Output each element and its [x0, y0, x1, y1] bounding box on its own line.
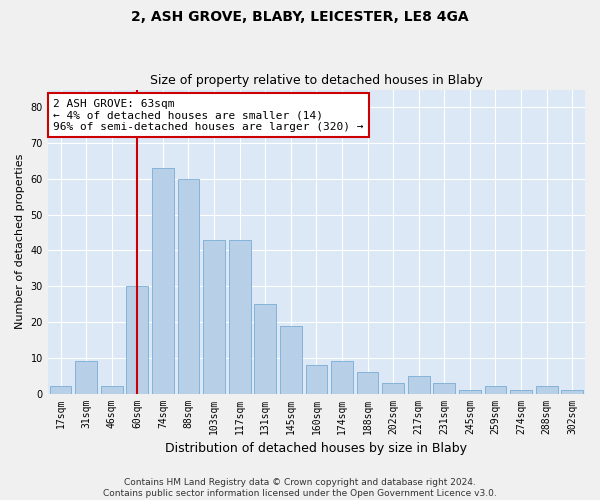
Bar	[203, 240, 225, 394]
Bar	[356, 372, 379, 394]
Bar	[536, 386, 557, 394]
Bar	[510, 390, 532, 394]
Bar	[254, 304, 276, 394]
Bar	[178, 179, 199, 394]
Bar	[152, 168, 174, 394]
Bar	[331, 362, 353, 394]
Bar	[459, 390, 481, 394]
Bar	[229, 240, 251, 394]
Text: 2, ASH GROVE, BLABY, LEICESTER, LE8 4GA: 2, ASH GROVE, BLABY, LEICESTER, LE8 4GA	[131, 10, 469, 24]
Bar	[75, 362, 97, 394]
Text: Contains HM Land Registry data © Crown copyright and database right 2024.
Contai: Contains HM Land Registry data © Crown c…	[103, 478, 497, 498]
Bar	[101, 386, 122, 394]
Bar	[485, 386, 506, 394]
Bar	[433, 383, 455, 394]
Bar	[562, 390, 583, 394]
Bar	[305, 365, 327, 394]
Bar	[127, 286, 148, 394]
Bar	[382, 383, 404, 394]
Bar	[408, 376, 430, 394]
Text: 2 ASH GROVE: 63sqm
← 4% of detached houses are smaller (14)
96% of semi-detached: 2 ASH GROVE: 63sqm ← 4% of detached hous…	[53, 98, 364, 132]
Bar	[50, 386, 71, 394]
Y-axis label: Number of detached properties: Number of detached properties	[15, 154, 25, 329]
Bar	[280, 326, 302, 394]
Title: Size of property relative to detached houses in Blaby: Size of property relative to detached ho…	[150, 74, 483, 87]
X-axis label: Distribution of detached houses by size in Blaby: Distribution of detached houses by size …	[166, 442, 467, 455]
